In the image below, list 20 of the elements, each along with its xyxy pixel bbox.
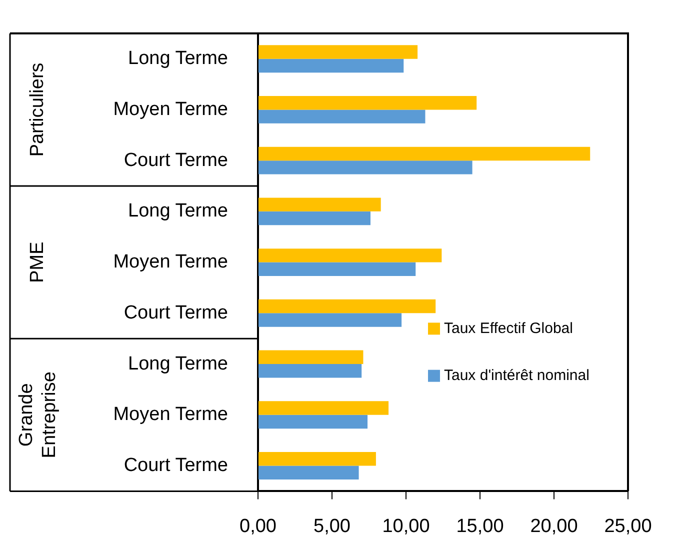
x-tick-label: 10,00 (382, 516, 430, 537)
y-tick-label: Moyen Terme (113, 252, 228, 273)
text: Grande Entreprise (16, 372, 60, 458)
y-tick-label: Moyen Terme (113, 98, 228, 120)
text: Particuliers (27, 62, 48, 157)
y-tick-label: Court Terme (124, 302, 228, 324)
x-tick-label: 20,00 (530, 516, 578, 537)
text: PME (27, 242, 48, 283)
x-tick-label: 5,00 (314, 516, 350, 537)
x-tick-label: 25,00 (604, 516, 652, 537)
legend-label: Taux Effectif Global (444, 320, 573, 337)
x-tick-label: 0,00 (240, 516, 276, 537)
y-tick-label: Court Terme (124, 150, 228, 171)
y-tick-label: Long Terme (128, 353, 228, 374)
x-tick-label: 15,00 (456, 516, 504, 537)
y-tick-label: Court Terme (124, 455, 228, 476)
y-tick-label: Moyen Terme (113, 404, 228, 426)
legend-label: Taux d'intérêt nominal (444, 366, 590, 384)
y-tick-label: Long Terme (128, 48, 228, 70)
y-tick-label: Long Terme (128, 200, 228, 222)
